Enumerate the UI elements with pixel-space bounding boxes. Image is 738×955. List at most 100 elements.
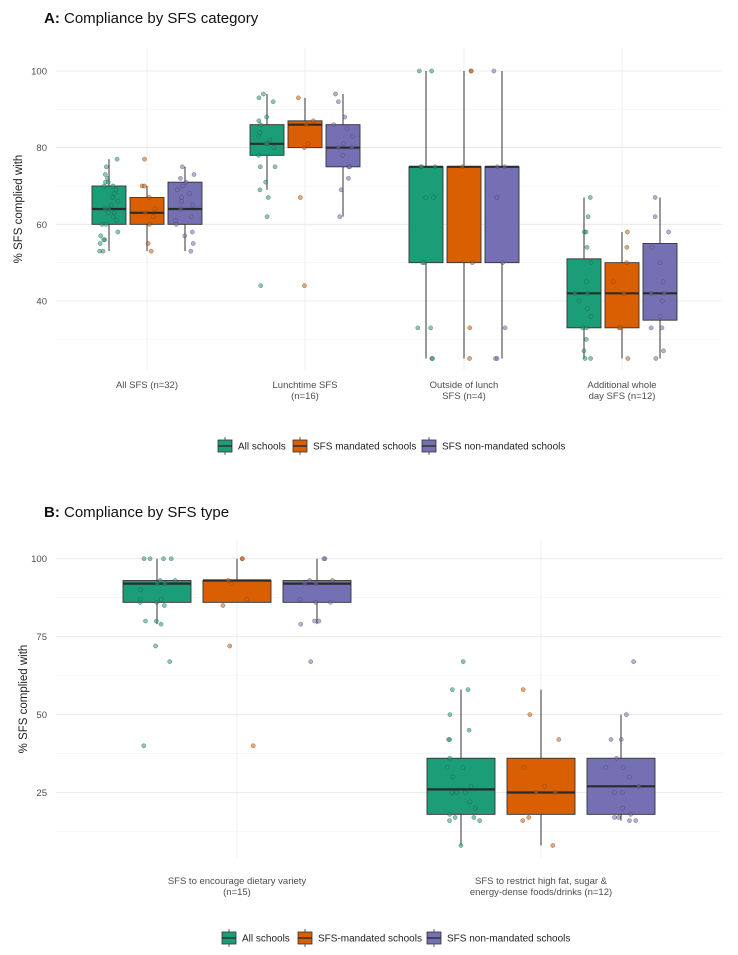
panel-a-data-point [301, 145, 307, 151]
panel-a-data-point [500, 260, 506, 266]
panel-b-data-point [158, 596, 164, 602]
panel-b-data-point [620, 805, 625, 811]
panel-b-data-point [297, 596, 303, 602]
panel-a-data-point [341, 141, 347, 147]
panel-a-data-point [178, 175, 183, 181]
panel-a-data-point [173, 218, 179, 223]
panel-b-data-point [162, 581, 168, 586]
panel-a-data-point [99, 221, 105, 227]
panel-b-data-point [302, 581, 308, 586]
panel-a-box [446, 166, 482, 264]
panel-a-data-point [147, 221, 152, 227]
panel-a-y-tick-label: 60 [36, 220, 47, 231]
panel-a-legend-label: All schools [238, 442, 286, 453]
panel-b-data-point [450, 774, 456, 780]
panel-b-data-point [477, 818, 482, 823]
panel-a-data-point [261, 91, 266, 97]
panel-a-data-point [183, 179, 189, 185]
panel-a-data-point [263, 179, 269, 185]
panel-a-category-label: Outside of lunch SFS (n=4) [430, 380, 499, 402]
panel-a-data-point [624, 260, 629, 266]
panel-a-data-point [106, 206, 112, 212]
panel-a-y-tick-label: 40 [36, 297, 47, 308]
panel-a-box [129, 197, 165, 225]
panel-b-data-point [521, 765, 527, 770]
panel-a-data-point [145, 241, 151, 246]
panel-a-data-point [576, 298, 582, 304]
panel-a-data-point [347, 164, 352, 170]
panel-a-data-point [265, 195, 271, 200]
panel-b-data-point [454, 790, 459, 795]
panel-b-data-point [603, 765, 609, 770]
panel-b-data-point [168, 556, 174, 562]
panel-a-data-point [113, 187, 119, 193]
panel-a-category-label: Lunchtime SFS (n=16) [273, 380, 338, 402]
panel-a-data-point [302, 283, 307, 289]
panel-a-data-point [188, 248, 194, 254]
panel-a-data-point [469, 260, 475, 266]
panel-a-data-point [182, 233, 188, 239]
panel-a-data-point [142, 210, 148, 216]
panel-a-data-point [338, 187, 344, 193]
panel-b-data-point [447, 737, 453, 742]
panel-a-box [408, 166, 444, 264]
panel-b-data-point [328, 600, 333, 605]
panel-b-data-point [447, 712, 453, 717]
panel-a-title: A: Compliance by SFS category [44, 10, 258, 27]
panel-b-data-point [458, 843, 464, 848]
panel-b-data-point [313, 600, 319, 605]
panel-a-data-point [305, 141, 311, 147]
panel-a-data-point [584, 279, 589, 285]
panel-b-data-point [636, 783, 641, 789]
panel-a-data-point [659, 325, 665, 331]
panel-b-data-point [153, 618, 159, 624]
panel-a-data-point [310, 118, 316, 124]
panel-b-title: B: Compliance by SFS type [44, 504, 229, 521]
panel-b-data-point [460, 659, 466, 664]
panel-a-data-point [468, 68, 474, 74]
panel-b-data-point [526, 815, 532, 820]
panel-b-data-point [153, 643, 158, 649]
panel-b-data-point [452, 815, 458, 820]
panel-a-data-point [502, 325, 508, 331]
panel-a-data-point [101, 183, 107, 189]
panel-a-data-point [105, 175, 110, 181]
panel-a-data-point [420, 260, 425, 266]
panel-a-data-point [270, 99, 276, 105]
panel-b-box [426, 757, 496, 815]
panel-b-category-label: SFS to restrict high fat, sugar & energy-… [470, 876, 612, 898]
panel-a-data-point [584, 306, 590, 312]
panel-a-data-point [584, 244, 590, 250]
panel-a-data-point [187, 191, 192, 197]
panel-a-data-point [585, 214, 591, 220]
panel-b-data-point [460, 765, 466, 770]
panel-a-data-point [657, 313, 663, 319]
panel-a-data-point [190, 229, 195, 235]
panel-b-data-point [447, 818, 452, 823]
panel-a-data-point [415, 325, 421, 331]
panel-b-data-point [250, 743, 256, 749]
panel-a-data-point [502, 164, 508, 170]
panel-b-title-text: Compliance by SFS type [64, 504, 230, 521]
panel-b-data-point [627, 818, 632, 823]
panel-b-data-point [449, 790, 455, 795]
panel-a-data-point [257, 164, 263, 170]
panel-a-box [91, 185, 127, 225]
panel-a-data-point [661, 290, 667, 296]
panel-a-data-point [666, 229, 671, 235]
panel-a-box [604, 262, 640, 329]
panel-b-y-tick-label: 50 [36, 710, 47, 721]
panel-a-data-point [610, 279, 616, 285]
panel-a-data-point [114, 218, 120, 223]
panel-a-data-point [430, 356, 435, 361]
panel-b-data-point [608, 737, 614, 742]
panel-a-data-point [624, 244, 630, 250]
panel-a-data-point [419, 164, 425, 170]
panel-a-data-point [494, 195, 500, 200]
panel-a-data-point [657, 260, 663, 266]
panel-b-category-label: SFS to encourage dietary variety (n=15) [168, 876, 307, 898]
panel-b-data-point [225, 578, 231, 583]
panel-a-data-point [256, 133, 261, 139]
panel-a-data-point [114, 156, 120, 162]
panel-a-data-point [102, 206, 108, 212]
